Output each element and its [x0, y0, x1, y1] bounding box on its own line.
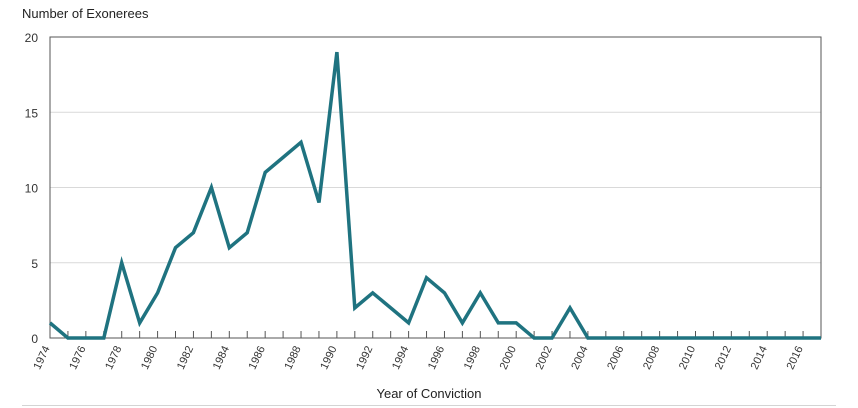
x-tick-label: 2004 — [569, 344, 590, 371]
x-tick-label: 2014 — [749, 344, 770, 371]
x-tick-label: 1992 — [354, 344, 375, 371]
x-tick-label: 1978 — [103, 344, 124, 371]
plot-frame — [49, 36, 822, 339]
x-axis-title: Year of Conviction — [376, 386, 482, 401]
x-tick-label: 1980 — [139, 344, 160, 371]
y-tick-label: 10 — [25, 182, 39, 196]
x-tick-label: 1976 — [67, 344, 88, 371]
x-tick-label: 1998 — [462, 344, 483, 371]
x-tick-label: 2016 — [785, 344, 806, 371]
x-tick-label: 1974 — [31, 344, 52, 371]
y-tick-label: 0 — [31, 332, 38, 346]
x-tick-label: 2010 — [677, 344, 698, 371]
x-tick-label: 2012 — [713, 344, 734, 371]
x-tick-label: 1990 — [318, 344, 339, 371]
x-tick-label: 1982 — [175, 344, 196, 371]
y-axis-title: Number of Exonerees — [22, 6, 149, 21]
y-tick-label: 20 — [25, 31, 39, 45]
y-tick-label: 5 — [31, 257, 38, 271]
x-tick-label: 2008 — [641, 344, 662, 371]
bottom-divider — [22, 405, 836, 406]
x-tick-label: 2002 — [534, 344, 555, 371]
x-tick-label: 1984 — [211, 344, 232, 371]
series-line — [48, 51, 821, 340]
x-tick-label: 1988 — [283, 344, 304, 371]
x-tick-label: 1996 — [426, 344, 447, 371]
x-tick-label: 2006 — [605, 344, 626, 371]
x-tick-label: 2000 — [498, 344, 519, 371]
y-tick-label: 15 — [25, 106, 39, 120]
x-tick-label: 1986 — [247, 344, 268, 371]
x-tick-label: 1994 — [390, 344, 411, 371]
